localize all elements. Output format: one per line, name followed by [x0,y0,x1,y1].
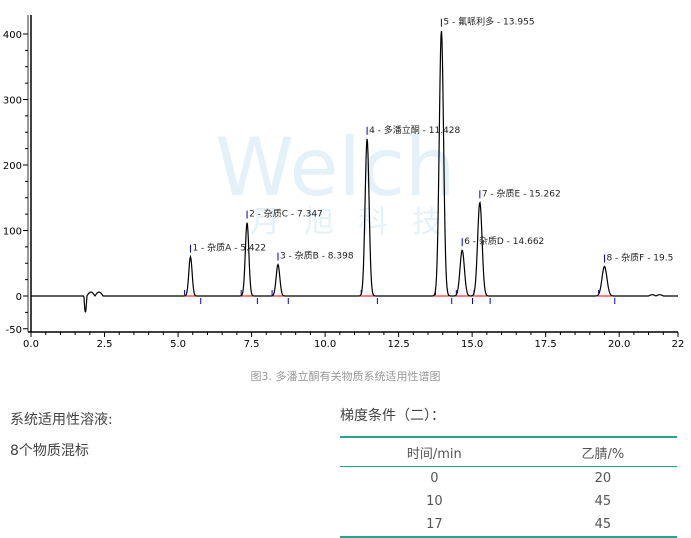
cell-time: 0 [430,471,439,486]
solution-title: 系统适用性溶液: [10,412,113,428]
header-acetonitrile: 乙腈/% [528,437,677,467]
peak-label-6: 6 - 杂质D - 14.662 [464,235,544,247]
header-time: 时间/min [340,437,529,467]
cell-time: 17 [426,517,443,532]
y-tick-label: 200 [3,161,22,172]
peak-label-8: 8 - 杂质F - 19.5 [606,252,673,264]
x-tick-label: 2.5 [97,339,113,350]
table-row: 10 45 [340,490,677,513]
y-tick-label: 400 [3,30,22,41]
cell-percent: 45 [594,494,612,509]
table-header-row: 时间/min 乙腈/% [340,437,677,467]
cell-percent: 45 [594,517,612,532]
x-tick-label: 5.0 [170,339,186,350]
cell-time: 10 [426,494,443,509]
peak-label-1: 1 - 杂质A - 5.422 [192,242,266,254]
chromatogram-chart: Welch 月旭科技 0.0 2.5 5.0 7.5 10.0 12.5 15.0 17.5 2… [3,15,685,350]
x-tick-label: 12.5 [387,339,409,350]
y-tick-label: 100 [3,227,22,238]
peak-label-7: 7 - 杂质E - 15.262 [482,187,561,199]
gradient-table: 时间/min 乙腈/% 0 20 10 45 17 45 [340,436,677,538]
solution-value: 8个物质混标 [10,443,89,459]
figure-caption: 图3. 多潘立酮有关物质系统适用性谱图 [250,370,441,383]
x-tick-label: 15.0 [461,339,483,350]
x-tick-label: 20.0 [608,339,630,350]
x-tick-label: 17.5 [535,339,557,350]
cell-percent: 20 [594,471,612,486]
peak-label-5: 5 - 氟哌利多 - 13.955 [443,16,534,28]
svg-text:Welch: Welch [215,121,456,214]
table-row: 0 20 [340,467,677,491]
peak-label-3: 3 - 杂质B - 8.398 [280,250,354,262]
gradient-title: 梯度条件（二）： [340,408,445,424]
y-tick-label: 300 [3,96,22,107]
y-tick-label: -50 [6,325,22,336]
chromatogram-trace [31,30,678,313]
x-tick-label: 0.0 [23,339,39,350]
peak-label-4: 4 - 多潘立酮 - 11.428 [369,124,460,136]
table-row: 17 45 [340,513,677,537]
watermark-logo: Welch 月旭科技 [215,121,466,240]
y-tick-label: 0 [16,292,22,303]
x-tick-label: 10.0 [314,339,336,350]
x-tick-label: 22 [672,339,685,350]
peak-label-2: 2 - 杂质C - 7.347 [249,208,323,220]
x-tick-label: 7.5 [244,339,260,350]
svg-text:月旭科技: 月旭科技 [250,205,466,240]
